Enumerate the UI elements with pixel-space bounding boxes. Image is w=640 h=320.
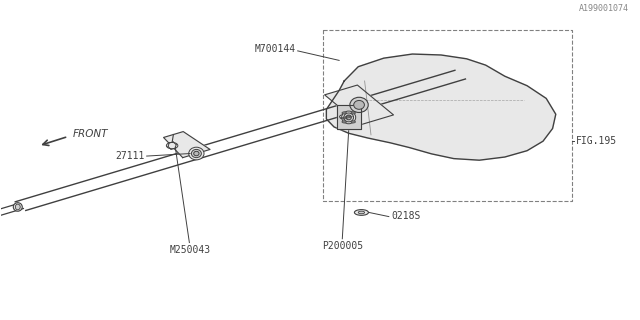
Text: A199001074: A199001074 [579, 4, 629, 13]
Ellipse shape [355, 210, 369, 215]
Text: M700144: M700144 [255, 44, 296, 54]
Text: FRONT: FRONT [73, 129, 108, 139]
Ellipse shape [340, 115, 351, 119]
Polygon shape [324, 85, 394, 125]
Ellipse shape [13, 203, 22, 211]
Text: P200005: P200005 [322, 241, 363, 251]
Polygon shape [164, 132, 210, 158]
Ellipse shape [342, 112, 346, 114]
Ellipse shape [354, 100, 364, 109]
Ellipse shape [342, 111, 356, 124]
Text: 27111: 27111 [115, 151, 145, 161]
Ellipse shape [358, 211, 365, 214]
Text: M250043: M250043 [170, 245, 211, 255]
Ellipse shape [351, 112, 355, 114]
Text: FIG.195: FIG.195 [575, 136, 617, 146]
Polygon shape [326, 54, 556, 160]
Ellipse shape [15, 204, 20, 210]
Ellipse shape [346, 115, 351, 120]
Ellipse shape [344, 113, 353, 122]
Ellipse shape [342, 121, 346, 123]
Ellipse shape [351, 121, 355, 123]
Text: 0218S: 0218S [392, 211, 420, 221]
Ellipse shape [189, 147, 204, 160]
Ellipse shape [350, 97, 368, 113]
Ellipse shape [194, 151, 199, 156]
Ellipse shape [191, 149, 202, 158]
Ellipse shape [166, 142, 178, 149]
Polygon shape [337, 105, 361, 130]
